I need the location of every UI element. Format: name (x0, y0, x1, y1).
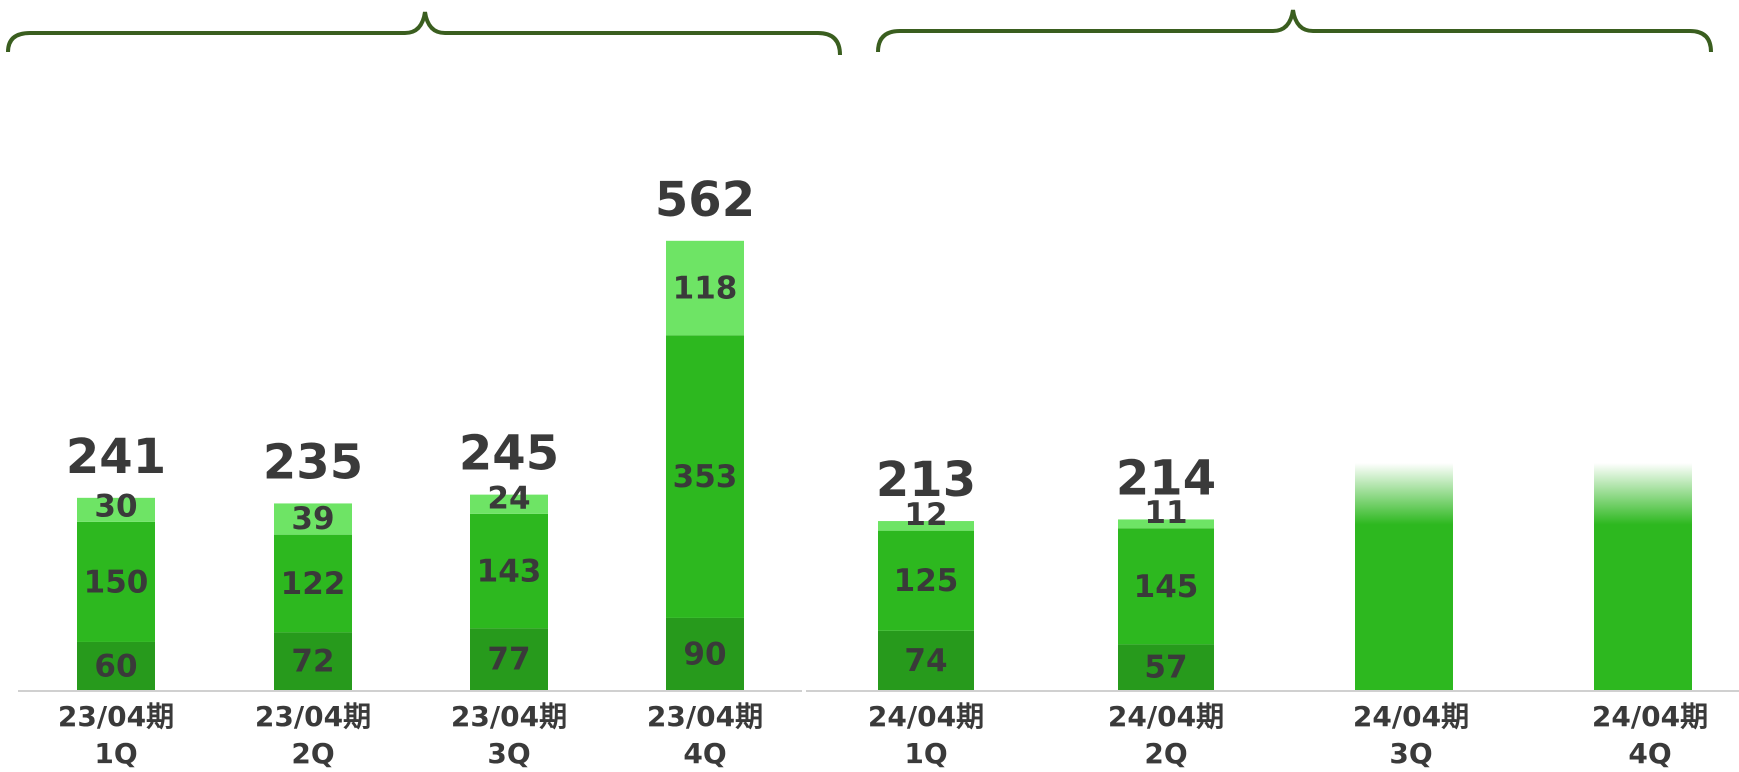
bar-segment (274, 534, 352, 633)
x-tick-label: 24/04期 (868, 700, 984, 733)
bar-segment (274, 632, 352, 690)
x-tick-label: 4Q (1628, 737, 1671, 770)
bar-segment (1118, 528, 1214, 645)
total-label: 214 (1116, 450, 1216, 506)
x-tick-label: 24/04期 (1353, 700, 1469, 733)
x-tick-label: 23/04期 (451, 700, 567, 733)
x-tick-label: 24/04期 (1108, 700, 1224, 733)
bar-segment (470, 494, 548, 514)
bar-segment (470, 628, 548, 690)
bar-segment (1118, 519, 1214, 529)
value-label: 12 (904, 497, 947, 533)
bar-segment (878, 521, 974, 531)
value-label: 122 (281, 566, 346, 602)
total-label: 235 (263, 434, 363, 490)
total-label: 213 (876, 452, 976, 508)
total-label: 562 (655, 172, 755, 228)
x-tick-label: 23/04期 (255, 700, 371, 733)
brace (6, 11, 842, 56)
value-label: 143 (477, 554, 542, 590)
bar-segment (274, 503, 352, 535)
bar-segment (666, 617, 744, 690)
x-tick-label: 23/04期 (647, 700, 763, 733)
bar-segment (470, 513, 548, 629)
bar-segment (878, 530, 974, 631)
total-label: 245 (459, 426, 559, 482)
x-tick-label: 1Q (904, 737, 947, 770)
value-label: 74 (904, 643, 947, 679)
value-label: 57 (1144, 650, 1187, 686)
value-label: 11 (1144, 495, 1187, 531)
x-tick-label: 1Q (94, 737, 137, 770)
x-tick-label: 4Q (683, 737, 726, 770)
bar-segment (666, 335, 744, 618)
value-label: 72 (291, 644, 334, 680)
value-label: 30 (94, 488, 137, 524)
value-label: 353 (673, 459, 738, 495)
forecast-bar (1594, 463, 1692, 691)
x-tick-label: 24/04期 (1592, 700, 1708, 733)
x-tick-label: 23/04期 (58, 700, 174, 733)
bar-segment (1118, 644, 1214, 690)
x-tick-label: 3Q (487, 737, 530, 770)
brace (876, 9, 1713, 53)
bar-segment (666, 240, 744, 336)
value-label: 77 (487, 642, 530, 678)
total-label: 241 (66, 429, 166, 485)
bar-segment (77, 641, 155, 690)
x-tick-label: 2Q (291, 737, 334, 770)
bar-segment (878, 630, 974, 690)
bar-segment (77, 497, 155, 522)
value-label: 24 (487, 480, 530, 516)
bar-segment (77, 521, 155, 642)
value-label: 60 (94, 648, 137, 684)
value-label: 150 (84, 564, 149, 600)
x-tick-label: 3Q (1389, 737, 1432, 770)
value-label: 145 (1134, 569, 1199, 605)
forecast-bar (1355, 463, 1453, 691)
value-label: 39 (291, 501, 334, 537)
value-label: 125 (894, 563, 959, 599)
value-label: 118 (673, 271, 738, 307)
value-label: 90 (683, 636, 726, 672)
x-tick-label: 2Q (1144, 737, 1187, 770)
